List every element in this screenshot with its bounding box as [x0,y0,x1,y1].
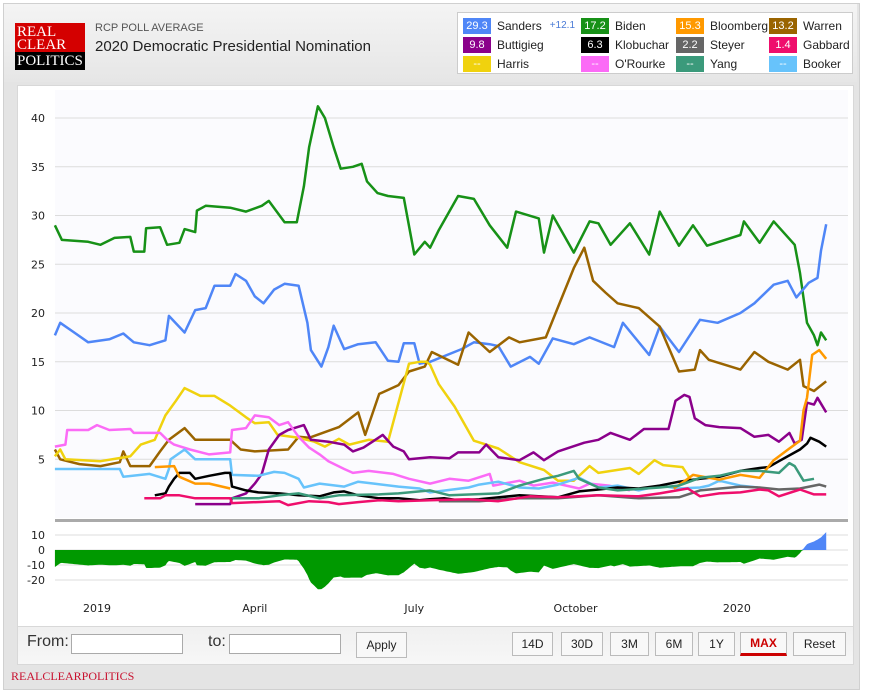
legend-value-badge: 2.2 [676,36,704,53]
x-tick-label: October [554,602,598,615]
navigator-separator [55,519,848,522]
series-line-warren [53,246,827,468]
legend: 29.3 Sanders +12.1 17.2 Biden 15.3 Bloomberg 13… [457,12,853,74]
legend-name: Yang [710,56,738,71]
legend-name: Bloomberg [710,18,769,33]
range-30d-button[interactable]: 30D [561,632,603,656]
legend-value-badge: 9.8 [463,36,491,53]
x-tick-label: April [242,602,267,615]
y-tick-label: 25 [31,258,45,271]
series-line-biden [53,105,828,347]
spread-area-negative [54,550,827,590]
legend-item-bloomberg[interactable]: 15.3 Bloomberg [676,17,768,34]
y-tick-label: 10 [31,405,45,418]
series-line-harris [53,360,693,482]
to-label: to: [208,633,226,650]
legend-value-badge: 29.3 [463,17,491,34]
series-line-sanders [53,224,828,368]
legend-value-badge: -- [463,55,491,72]
legend-item-orourke[interactable]: -- O'Rourke [581,55,665,72]
series-line-gabbard [144,487,827,507]
legend-name: Harris [497,56,529,71]
reset-button[interactable]: Reset [793,632,846,656]
range-6m-button[interactable]: 6M [655,632,693,656]
y-tick-label: 15 [31,356,45,369]
legend-item-gabbard[interactable]: 1.4 Gabbard [769,36,850,53]
legend-item-steyer[interactable]: 2.2 Steyer [676,36,745,53]
legend-item-biden[interactable]: 17.2 Biden [581,17,646,34]
logo-text-1: REAL [17,24,57,40]
legend-value-badge: 13.2 [769,17,797,34]
range-1y-button[interactable]: 1Y [698,632,735,656]
legend-item-warren[interactable]: 13.2 Warren [769,17,842,34]
legend-item-booker[interactable]: -- Booker [769,55,841,72]
y-tick-label: 30 [31,210,45,223]
logo-red-block [15,23,85,52]
legend-value-badge: 17.2 [581,17,609,34]
series-line-buttigieg [195,393,828,506]
x-tick-label: 2020 [723,602,751,615]
legend-item-harris[interactable]: -- Harris [463,55,529,72]
legend-item-sanders[interactable]: 29.3 Sanders +12.1 [463,17,575,34]
logo-black-block [15,52,85,70]
legend-name: Buttigieg [497,37,544,52]
subtitle: RCP POLL AVERAGE [95,22,204,34]
y-tick-label: 20 [31,307,45,320]
rcp-logo[interactable]: REAL CLEAR POLITICS [15,23,85,70]
logo-text-3: POLITICS [17,53,83,69]
spread-y-tick-label: 0 [38,544,45,557]
y-tick-label: 35 [31,161,45,174]
from-label: From: [27,633,69,650]
to-date-input[interactable] [229,634,341,654]
legend-name: Klobuchar [615,37,670,52]
plot-area [55,90,848,518]
legend-name: O'Rourke [615,56,666,71]
spread-y-tick-label: -10 [27,559,45,572]
spread-y-tick-label: -20 [27,574,45,587]
page-title: 2020 Democratic Presidential Nomination [95,38,371,55]
legend-name: Sanders [497,18,542,33]
x-tick-label: July [403,602,424,615]
legend-name: Booker [803,56,842,71]
legend-spread: +12.1 [549,20,576,31]
legend-value-badge: 6.3 [581,36,609,53]
legend-item-klobuchar[interactable]: 6.3 Klobuchar [581,36,669,53]
legend-item-buttigieg[interactable]: 9.8 Buttigieg [463,36,544,53]
x-tick-label: 2019 [83,602,111,615]
series-line-steyer [438,483,827,503]
y-tick-label: 40 [31,112,45,125]
legend-value-badge: 1.4 [769,36,797,53]
range-14d-button[interactable]: 14D [512,632,553,656]
spread-y-tick-label: 10 [31,529,45,542]
legend-name: Warren [803,18,842,33]
poll-chart[interactable]: 5 10 15 20 25 30 35 40 10 0 -10 -20 2019 April July Oct… [17,85,852,625]
y-tick-label: 5 [38,453,45,466]
legend-value-badge: -- [581,55,609,72]
series-line-bloomberg [154,464,231,490]
range-3m-button[interactable]: 3M [610,632,649,656]
legend-name: Steyer [710,37,745,52]
series-line-bloomberg [672,348,828,490]
legend-item-yang[interactable]: -- Yang [676,55,737,72]
footer-brand[interactable]: REALCLEARPOLITICS [11,669,135,683]
legend-value-badge: -- [676,55,704,72]
from-date-input[interactable] [71,634,183,654]
legend-name: Gabbard [803,37,850,52]
range-max-button[interactable]: MAX [740,632,787,656]
legend-name: Biden [615,18,646,33]
apply-button[interactable]: Apply [356,632,407,658]
series-line-yang [232,461,815,500]
legend-value-badge: 15.3 [676,17,704,34]
logo-text-2: CLEAR [17,37,67,53]
legend-value-badge: -- [769,55,797,72]
